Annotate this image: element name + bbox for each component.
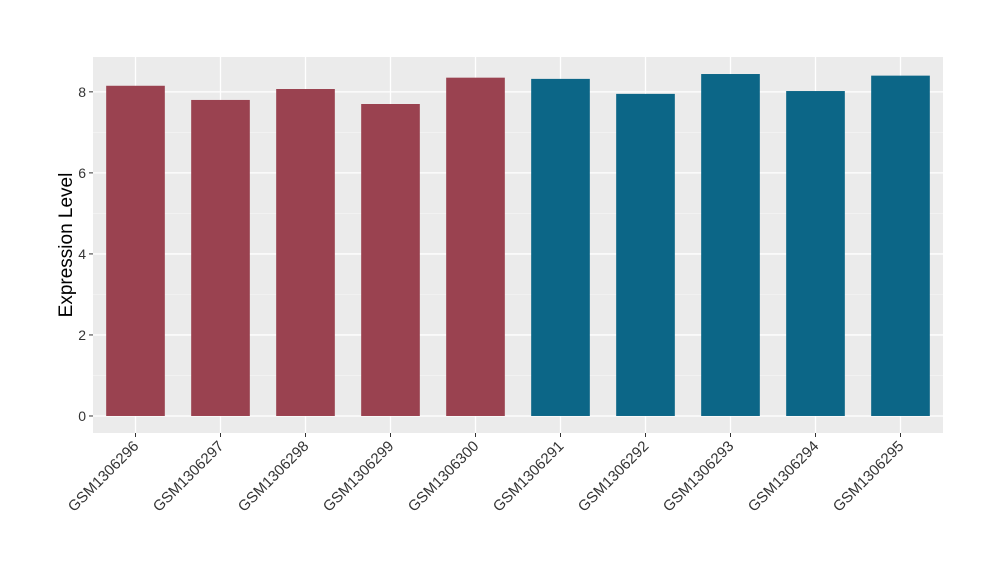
x-tick-label: GSM1306297	[150, 438, 227, 515]
x-tick-label: GSM1306294	[745, 438, 822, 515]
bar	[786, 91, 845, 416]
x-tick-label: GSM1306292	[575, 438, 652, 515]
bar	[871, 75, 930, 416]
bar	[701, 74, 760, 416]
bar	[616, 93, 675, 416]
y-tick-label: 4	[78, 246, 86, 262]
bar	[531, 78, 590, 416]
x-tick-label: GSM1306295	[830, 438, 907, 515]
y-tick-label: 8	[78, 84, 86, 100]
bar	[361, 104, 420, 416]
x-tick-label: GSM1306300	[405, 438, 482, 515]
y-tick-label: 2	[78, 327, 86, 343]
x-tick-label: GSM1306293	[660, 438, 737, 515]
bar	[446, 77, 505, 416]
y-tick-label: 6	[78, 165, 86, 181]
bar	[191, 99, 250, 416]
x-tick-label: GSM1306291	[490, 438, 567, 515]
x-tick-label: GSM1306296	[65, 438, 142, 515]
bar	[106, 85, 165, 416]
y-axis-label: Expression Level	[56, 173, 77, 318]
bar	[276, 89, 335, 416]
x-tick-label: GSM1306298	[235, 438, 312, 515]
x-tick-label: GSM1306299	[320, 438, 397, 515]
y-tick-label: 0	[78, 408, 86, 424]
